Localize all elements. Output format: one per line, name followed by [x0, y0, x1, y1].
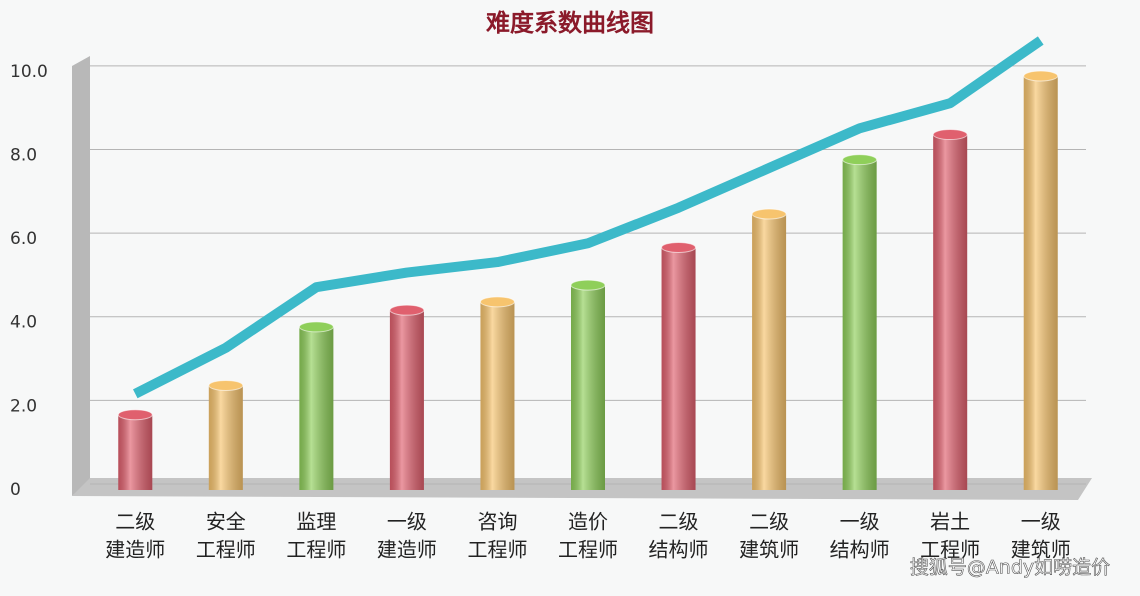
- x-tick-label: 监理: [296, 510, 336, 534]
- bar-shade: [389, 310, 424, 490]
- x-tick-label: 工程师: [196, 538, 256, 562]
- bar-shade: [480, 301, 515, 490]
- bar-shade: [842, 159, 877, 491]
- y-tick-label: 2.0: [10, 396, 37, 416]
- bar-shade: [208, 385, 243, 490]
- bar-cap: [479, 296, 515, 308]
- left-wall: [72, 56, 90, 496]
- bar-shade: [299, 326, 334, 490]
- x-tick-label: 安全: [206, 510, 246, 534]
- x-tick-label: 建造师: [377, 538, 437, 562]
- x-tick-label: 工程师: [558, 538, 618, 562]
- bar-shade: [1023, 76, 1058, 490]
- bar-shade: [752, 214, 787, 490]
- watermark: 搜狐号@Andy如唠造价: [910, 557, 1110, 579]
- bar-shade: [933, 134, 968, 490]
- y-tick-label: 4.0: [10, 313, 37, 333]
- bar-cap: [117, 409, 153, 421]
- y-tick-label: 6.0: [10, 229, 37, 249]
- line: [133, 36, 1044, 399]
- bar-cap: [208, 379, 244, 391]
- y-tick-label: 10.0: [10, 62, 48, 82]
- chart-title: 难度系数曲线图: [485, 9, 654, 37]
- x-tick-label: 工程师: [467, 538, 527, 562]
- x-tick-label: 建筑师: [739, 538, 799, 562]
- x-tick-label: 咨询: [477, 510, 517, 534]
- bar-cap: [570, 279, 606, 291]
- bar-shade: [661, 247, 696, 490]
- x-tick-label: 一级: [1021, 510, 1061, 534]
- x-tick-label: 二级: [115, 510, 155, 534]
- x-tick-label: 造价: [568, 510, 608, 534]
- x-tick-label: 结构师: [649, 538, 709, 562]
- x-tick-label: 工程师: [920, 538, 980, 562]
- x-tick-label: 岩土: [930, 510, 970, 534]
- y-tick-label: 8.0: [10, 145, 37, 165]
- x-tick-label: 一级: [387, 510, 427, 534]
- bar-cap: [661, 241, 697, 253]
- bar-cap: [751, 208, 787, 220]
- x-tick-label: 工程师: [286, 538, 346, 562]
- bar-cap: [298, 321, 334, 333]
- x-tick-label: 结构师: [830, 538, 890, 562]
- bar-shade: [118, 414, 153, 490]
- x-tick-label: 二级: [659, 510, 699, 534]
- bar-shade: [571, 285, 605, 490]
- x-tick-label: 二级: [749, 510, 789, 534]
- bar-cap: [932, 129, 968, 141]
- x-tick-label: 一级: [840, 510, 880, 534]
- bar-cap: [1023, 70, 1059, 82]
- bar-cap: [389, 304, 425, 316]
- x-tick-label: 建筑师: [1011, 538, 1071, 562]
- y-tick-label: 0: [10, 480, 21, 500]
- x-tick-label: 建造师: [105, 538, 165, 562]
- bar-cap: [842, 154, 878, 166]
